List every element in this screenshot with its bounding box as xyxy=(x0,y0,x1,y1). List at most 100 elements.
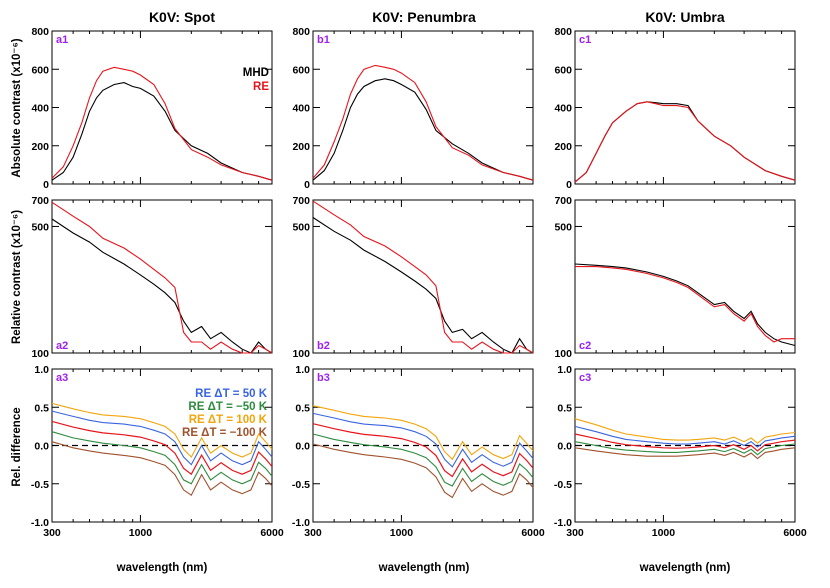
y-tick-label-umbra-absolute-400: 400 xyxy=(554,103,572,115)
x-tick-label-umbra-difference-300: 300 xyxy=(566,527,584,539)
y-tick-label-umbra-absolute-600: 600 xyxy=(554,64,572,76)
series-line-MHD-umbra-relative xyxy=(574,263,796,347)
ylabel-relative: Relative contrast (x10⁻⁶) xyxy=(11,210,23,344)
series-line-MHD-spot-absolute xyxy=(51,82,273,181)
y-tick-label-spot-absolute-200: 200 xyxy=(31,141,49,153)
x-tick-label-spot-difference-6000: 6000 xyxy=(260,527,284,539)
series-line-RE_dT_m100-spot-difference xyxy=(51,441,273,497)
legend-re: RE xyxy=(253,81,269,93)
series-line-RE_dT_m50-penumbra-difference xyxy=(312,433,534,487)
y-tick-label-umbra-difference-1: 1.0 xyxy=(557,364,572,376)
y-tick-label-penumbra-relative-500: 500 xyxy=(292,221,310,233)
y-tick-label-umbra-relative-500: 500 xyxy=(554,221,572,233)
legend-re-dt-100: RE ΔT = 100 K xyxy=(189,414,268,426)
y-tick-label-spot-difference--0.5: -0.5 xyxy=(31,479,49,491)
y-tick-label-spot-absolute-0: 0 xyxy=(43,179,49,191)
series-line-MHD-umbra-absolute xyxy=(574,101,796,183)
legend-mhd: MHD xyxy=(243,67,269,79)
ylabel-difference: Rel. difference xyxy=(11,407,23,486)
y-tick-label-spot-difference--1: -1.0 xyxy=(31,517,49,529)
panel-label-spot-difference: a3 xyxy=(56,372,68,384)
y-tick-label-spot-relative-700: 700 xyxy=(31,195,49,207)
series-line-RE_dT_m50-spot-difference xyxy=(51,431,273,485)
column-title-penumbra: K0V: Penumbra xyxy=(372,9,476,25)
series-line-RE_dT_100-umbra-difference xyxy=(574,418,796,444)
x-tick-label-spot-difference-1000: 1000 xyxy=(129,527,153,539)
y-tick-label-spot-relative-100: 100 xyxy=(31,348,49,360)
x-tick-label-umbra-difference-6000: 6000 xyxy=(783,527,807,539)
xlabel-spot: wavelength (nm) xyxy=(116,562,208,574)
y-tick-label-penumbra-absolute-800: 800 xyxy=(292,26,310,38)
y-tick-label-penumbra-difference--1: -1.0 xyxy=(292,517,310,529)
panel-frame-umbra-relative xyxy=(574,199,796,354)
y-tick-label-penumbra-difference--0.5: -0.5 xyxy=(292,479,310,491)
y-tick-label-umbra-relative-100: 100 xyxy=(554,348,572,360)
y-tick-label-umbra-difference-0.5: 0.5 xyxy=(557,402,572,414)
series-line-MHD-penumbra-relative xyxy=(312,217,534,354)
series-line-RE-spot-relative xyxy=(51,201,273,354)
y-tick-label-spot-relative-500: 500 xyxy=(31,221,49,233)
legend-re-dt-50: RE ΔT = 50 K xyxy=(195,388,268,400)
y-tick-label-spot-difference-1: 1.0 xyxy=(34,364,49,376)
y-tick-label-penumbra-relative-100: 100 xyxy=(292,348,310,360)
legend-re-dt-m100: RE ΔT = −100 K xyxy=(182,427,268,439)
series-line-RE-spot-absolute xyxy=(51,66,273,181)
panel-frame-spot-relative xyxy=(51,199,273,354)
y-tick-label-penumbra-difference-1: 1.0 xyxy=(295,364,310,376)
y-tick-label-spot-absolute-400: 400 xyxy=(31,103,49,115)
series-line-RE-penumbra-difference xyxy=(312,423,534,478)
series-line-RE-penumbra-relative xyxy=(312,200,534,354)
y-tick-label-penumbra-difference-0: 0.0 xyxy=(295,441,310,453)
series-line-MHD-spot-relative xyxy=(51,218,273,354)
y-tick-label-penumbra-difference-0.5: 0.5 xyxy=(295,402,310,414)
series-line-RE_dT_m100-penumbra-difference xyxy=(312,443,534,499)
y-tick-label-penumbra-relative-700: 700 xyxy=(292,195,310,207)
y-tick-label-umbra-absolute-0: 0 xyxy=(566,179,572,191)
xlabel-penumbra: wavelength (nm) xyxy=(378,562,470,574)
y-tick-label-spot-difference-0.5: 0.5 xyxy=(34,402,49,414)
series-line-RE_dT_m100-umbra-difference xyxy=(574,447,796,460)
series-line-RE_dT_50-umbra-difference xyxy=(574,425,796,448)
x-tick-label-umbra-difference-1000: 1000 xyxy=(652,527,676,539)
panel-frame-penumbra-relative xyxy=(312,199,534,354)
xlabel-umbra: wavelength (nm) xyxy=(639,562,731,574)
y-tick-label-penumbra-absolute-400: 400 xyxy=(292,103,310,115)
y-tick-label-penumbra-absolute-0: 0 xyxy=(304,179,310,191)
column-title-spot: K0V: Spot xyxy=(149,9,215,25)
panel-label-penumbra-relative: b2 xyxy=(317,340,330,352)
series-line-RE-umbra-absolute xyxy=(574,101,796,183)
y-tick-label-umbra-difference--1: -1.0 xyxy=(554,517,572,529)
series-line-RE_dT_m50-umbra-difference xyxy=(574,441,796,456)
panel-label-umbra-relative: c2 xyxy=(579,340,591,352)
ylabel-absolute: Absolute contrast (x10⁻⁶) xyxy=(11,38,23,177)
x-tick-label-penumbra-difference-6000: 6000 xyxy=(521,527,545,539)
series-line-RE_dT_100-spot-difference xyxy=(51,402,273,458)
series-line-MHD-penumbra-absolute xyxy=(312,78,534,181)
y-tick-label-penumbra-absolute-200: 200 xyxy=(292,141,310,153)
panel-label-umbra-difference: c3 xyxy=(579,372,591,384)
series-line-RE_dT_50-penumbra-difference xyxy=(312,412,534,468)
x-tick-label-penumbra-difference-300: 300 xyxy=(304,527,322,539)
y-tick-label-spot-absolute-600: 600 xyxy=(31,64,49,76)
column-title-umbra: K0V: Umbra xyxy=(645,9,725,25)
y-tick-label-umbra-relative-700: 700 xyxy=(554,195,572,207)
y-tick-label-spot-absolute-800: 800 xyxy=(31,26,49,38)
series-line-RE-spot-difference xyxy=(51,420,273,476)
y-tick-label-penumbra-absolute-600: 600 xyxy=(292,64,310,76)
panel-label-spot-relative: a2 xyxy=(56,340,68,352)
y-tick-label-umbra-absolute-800: 800 xyxy=(554,26,572,38)
x-tick-label-spot-difference-300: 300 xyxy=(43,527,61,539)
series-line-RE-umbra-difference xyxy=(574,433,796,452)
series-line-RE_dT_50-spot-difference xyxy=(51,410,273,466)
x-tick-label-penumbra-difference-1000: 1000 xyxy=(390,527,414,539)
panel-label-penumbra-difference: b3 xyxy=(317,372,330,384)
series-line-RE-umbra-relative xyxy=(575,266,795,343)
panel-label-penumbra-absolute: b1 xyxy=(317,34,330,46)
y-tick-label-umbra-difference-0: 0.0 xyxy=(557,441,572,453)
legend-re-dt-m50: RE ΔT = −50 K xyxy=(188,401,267,413)
series-line-RE-penumbra-absolute xyxy=(312,64,534,181)
panels-group: 0 200 400 600 800 a1 0 200 400 600 800 b1 0 200 400 600… xyxy=(31,26,807,539)
y-tick-label-umbra-absolute-200: 200 xyxy=(554,141,572,153)
